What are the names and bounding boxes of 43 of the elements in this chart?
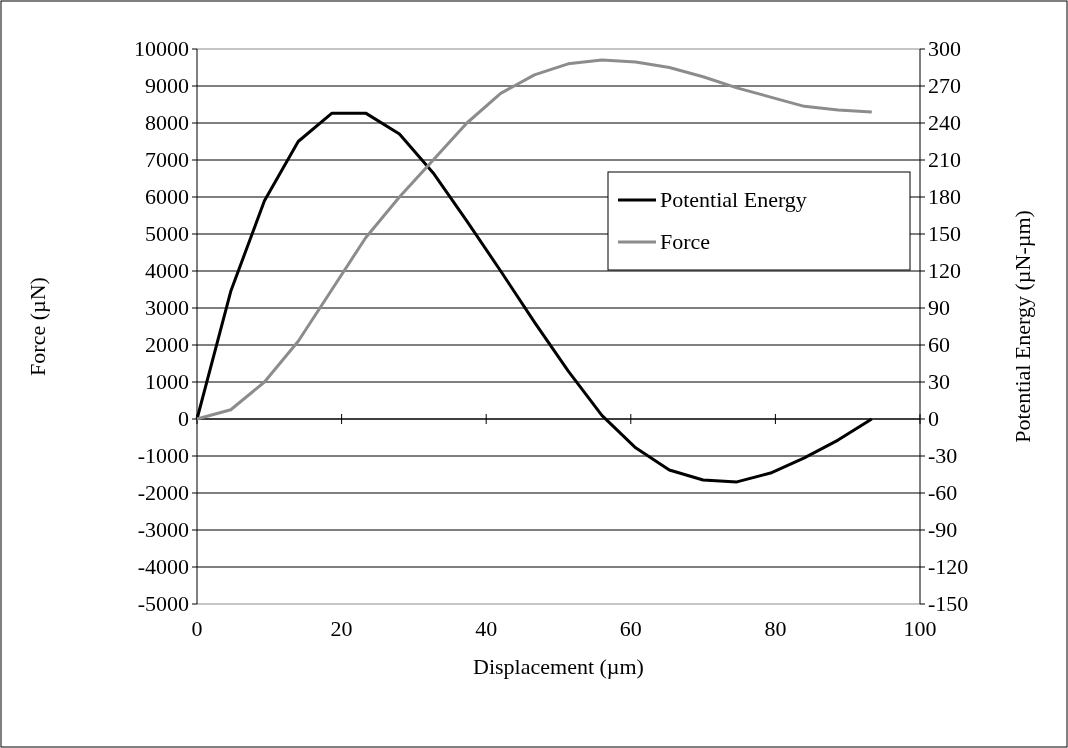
x-tick-label: 100: [903, 616, 937, 641]
y-tick-label: -2000: [137, 480, 189, 505]
y2-tick-label: 30: [928, 369, 950, 394]
y-tick-label: 2000: [145, 332, 189, 357]
y-tick-label: 1000: [145, 369, 189, 394]
y2-tick-label: 270: [928, 73, 961, 98]
y-axis-title: Force (µN): [25, 277, 50, 376]
y2-tick-label: 0: [928, 406, 939, 431]
y-tick-label: 9000: [145, 73, 189, 98]
y2-tick-label: 240: [928, 110, 961, 135]
legend-label: Force: [660, 229, 711, 254]
y2-tick-label: -30: [928, 443, 958, 468]
y2-tick-label: -60: [928, 480, 958, 505]
y-tick-label: 10000: [134, 36, 189, 61]
x-tick-label: 20: [330, 616, 353, 641]
y-tick-label: 0: [178, 406, 189, 431]
x-tick-label: 80: [764, 616, 787, 641]
y2-tick-label: 120: [928, 258, 961, 283]
y2-tick-label: -90: [928, 517, 958, 542]
legend-label: Potential Energy: [660, 187, 807, 212]
y2-tick-label: -150: [928, 591, 969, 616]
y-tick-label: 8000: [145, 110, 189, 135]
x-tick-label: 40: [475, 616, 498, 641]
y2-axis-title: Potential Energy (µN-µm): [1010, 210, 1035, 443]
y2-tick-label: -120: [928, 554, 969, 579]
y-tick-label: 5000: [145, 221, 189, 246]
y2-tick-label: 210: [928, 147, 961, 172]
y2-tick-label: 150: [928, 221, 961, 246]
y-tick-label: 4000: [145, 258, 189, 283]
x-axis-title: Displacement (µm): [473, 654, 644, 679]
y-tick-label: -5000: [137, 591, 189, 616]
x-tick-label: 60: [619, 616, 642, 641]
line-series: [195, 58, 874, 421]
y-tick-label: 3000: [145, 295, 189, 320]
y-tick-label: 7000: [145, 147, 189, 172]
y2-tick-label: 60: [928, 332, 950, 357]
y-tick-label: 6000: [145, 184, 189, 209]
y2-tick-label: 300: [928, 36, 961, 61]
y-tick-label: -4000: [137, 554, 189, 579]
y-tick-label: -3000: [137, 517, 189, 542]
y2-tick-label: 180: [928, 184, 961, 209]
y2-tick-label: 90: [928, 295, 950, 320]
y-tick-label: -1000: [137, 443, 189, 468]
